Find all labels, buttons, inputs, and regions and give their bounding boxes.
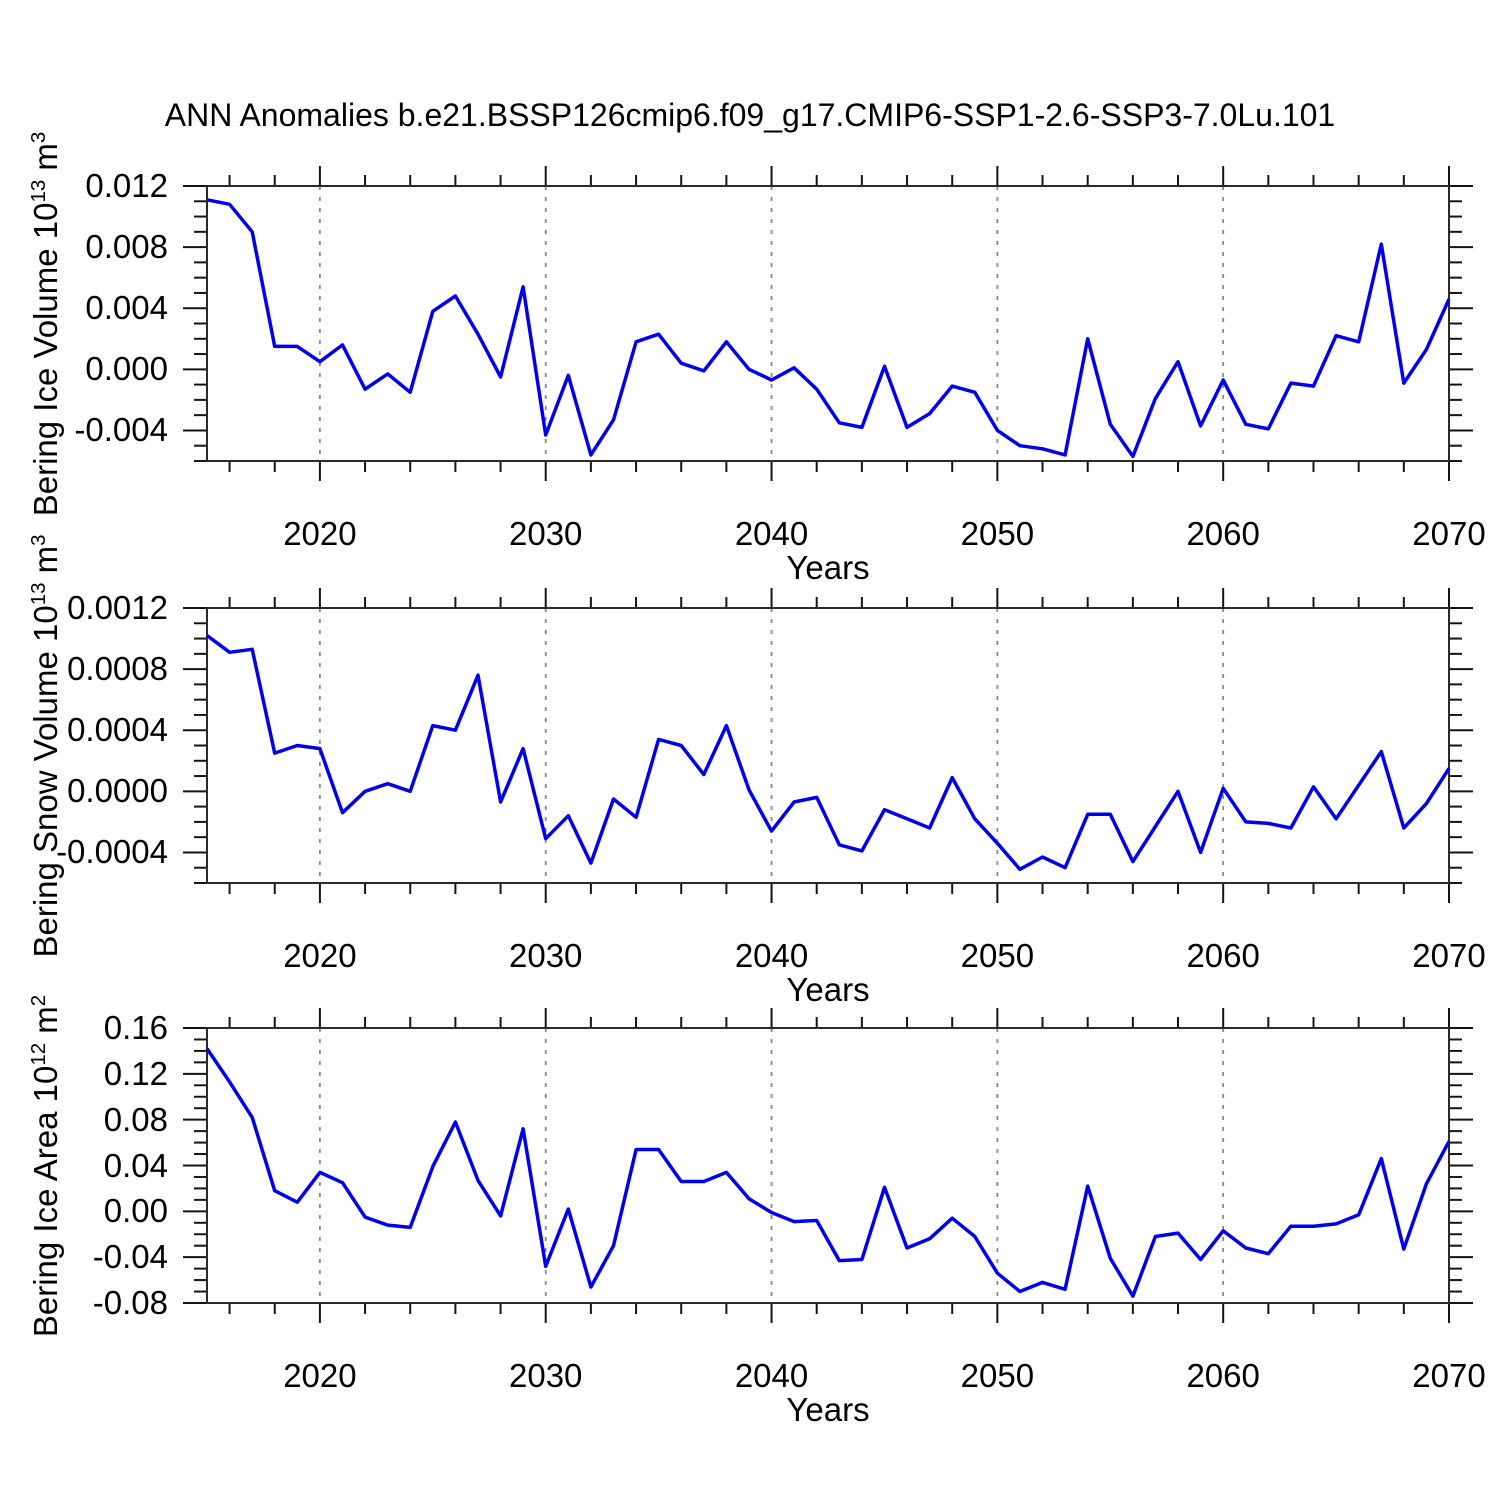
panel-3-frame	[206, 1027, 1450, 1304]
panel-1-data-line	[206, 198, 1451, 459]
yaxis-title-superscript: 2	[27, 994, 50, 1006]
yaxis-title-superscript: 13	[27, 582, 50, 605]
panel-2-xaxis-title: Years	[786, 971, 870, 1008]
panel-3-yaxis-title: Bering Ice Area 1012 m2	[26, 856, 66, 1476]
yaxis-title-text: m	[27, 545, 64, 583]
panel-2-xtick-label: 2030	[509, 937, 583, 974]
panel-3-ytick-label: -0.04	[92, 1238, 168, 1276]
panel-3-xtick-label: 2040	[734, 1357, 809, 1394]
panel-2-xtick-label: 2070	[1412, 937, 1486, 974]
panel-3-ytick-label: -0.08	[92, 1284, 168, 1321]
yaxis-title-text: Bering Ice Area 10	[27, 1065, 64, 1337]
panel-1-ytick-label: 0.008	[85, 228, 168, 266]
panel-3-ytick-label: 0.16	[103, 1009, 168, 1046]
yaxis-title-text: m	[27, 1005, 64, 1043]
panel-1-xtick-label: 2030	[509, 515, 583, 552]
panel-2-xtick-label: 2020	[283, 937, 357, 974]
panel-1-xaxis-title: Years	[786, 549, 870, 586]
panel-3-xtick-label: 2050	[960, 1357, 1035, 1394]
panel-1-ytick-label: 0.004	[85, 289, 168, 327]
panel-2-xtick-label: 2050	[960, 937, 1035, 974]
panel-2-ytick-label: 0.0000	[67, 772, 168, 810]
panel-1-xtick-label: 2050	[960, 515, 1035, 552]
panel-2-ytick-label: 0.0012	[67, 589, 168, 626]
yaxis-title-superscript: 12	[27, 1042, 50, 1066]
yaxis-title-superscript: 3	[27, 131, 50, 143]
panel-1-ytick-label: 0.000	[85, 350, 168, 388]
panel-3-xtick-label: 2070	[1412, 1357, 1486, 1394]
panel-3-xtick-label: 2060	[1186, 1357, 1260, 1394]
panel-2-ytick-label: 0.0004	[67, 711, 168, 749]
yaxis-title-superscript: 3	[27, 534, 50, 546]
yaxis-title-superscript: 13	[27, 179, 50, 203]
panel-3-ytick-label: 0.08	[103, 1100, 168, 1138]
panel-3-data-line	[205, 1047, 1451, 1298]
panel-1-xtick-label: 2070	[1412, 515, 1486, 552]
panel-3-xtick-label: 2030	[509, 1357, 583, 1394]
panel-3-xtick-label: 2020	[283, 1357, 357, 1394]
yaxis-title-text: m	[27, 142, 64, 180]
panel-1-xtick-label: 2040	[734, 515, 809, 552]
panel-2-ytick-label: -0.0004	[56, 833, 168, 871]
panel-2-xtick-label: 2040	[734, 937, 809, 974]
panel-3-xaxis-title: Years	[786, 1391, 870, 1428]
panel-1-xtick-label: 2060	[1186, 515, 1260, 552]
panel-1-frame	[206, 185, 1450, 462]
panel-1-xtick-label: 2020	[283, 515, 357, 552]
panel-2-xtick-label: 2060	[1186, 937, 1260, 974]
panel-2-ytick-label: 0.0008	[67, 650, 168, 688]
panel-2-frame	[206, 607, 1450, 884]
panel-3-ytick-label: 0.04	[103, 1146, 168, 1184]
panel-3-ytick-label: 0.12	[103, 1054, 168, 1092]
panel-3-ytick-label: 0.00	[103, 1192, 168, 1230]
panel-2-data-line	[205, 634, 1451, 872]
panel-1-ytick-label: -0.004	[74, 411, 168, 449]
panel-1-ytick-label: 0.012	[85, 167, 168, 204]
chart-title: ANN Anomalies b.e21.BSSP126cmip6.f09_g17…	[164, 97, 1336, 133]
